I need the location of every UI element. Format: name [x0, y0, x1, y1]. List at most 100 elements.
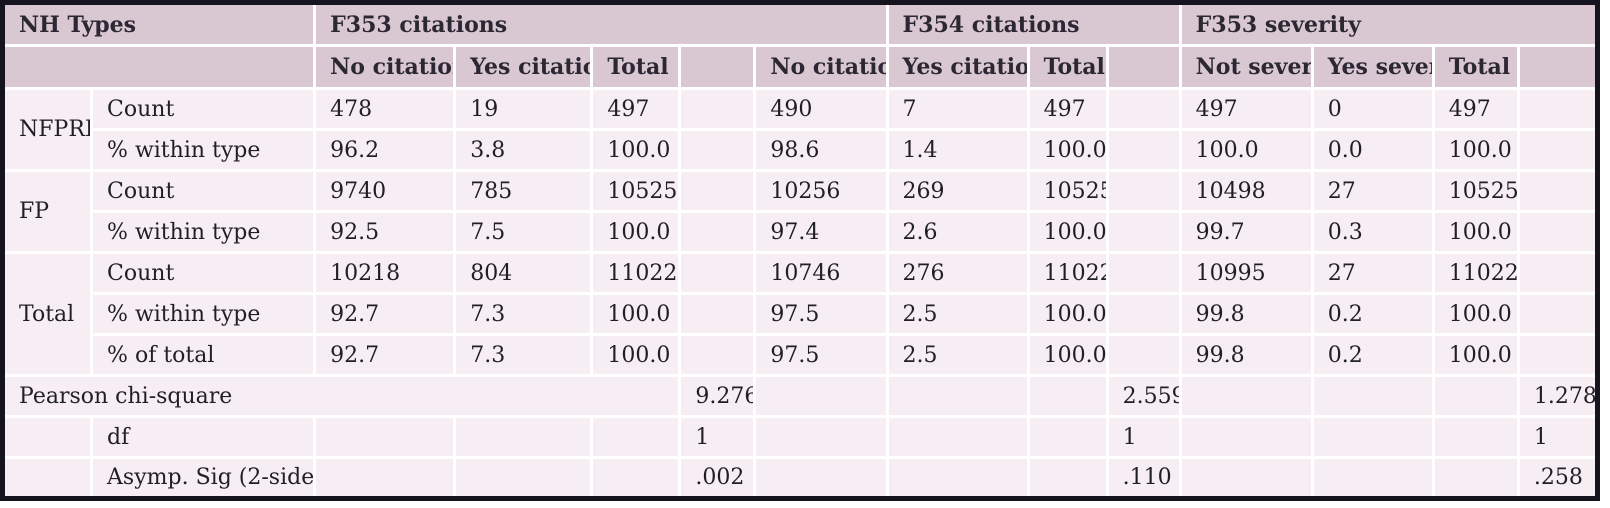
gap-cell: [1516, 128, 1600, 172]
empty-cell: [1310, 456, 1435, 500]
data-cell: 100.0: [1431, 333, 1520, 377]
gap-cell: [1105, 292, 1182, 336]
header-gap-cell: [1516, 44, 1600, 90]
data-cell: 100.0: [1431, 210, 1520, 254]
data-cell: 11022: [590, 251, 682, 295]
data-cell: 0.2: [1310, 292, 1435, 336]
empty-cell: [1310, 415, 1435, 459]
empty-cell: [590, 456, 682, 500]
row-group-label: NFPRB: [0, 87, 94, 172]
gap-cell: [678, 210, 757, 254]
column-header-severity-not-severe: Not severe: [1178, 44, 1314, 90]
column-header-row: No citation Yes citation Total No citati…: [0, 44, 1600, 90]
column-header-severity-total: Total: [1431, 44, 1520, 90]
empty-cell: [1178, 374, 1314, 418]
data-cell: 100.0: [590, 333, 682, 377]
stat-label: % within type: [90, 128, 317, 172]
data-cell: 276: [885, 251, 1030, 295]
gap-cell: [1516, 87, 1600, 131]
header-gap-cell: [1105, 44, 1182, 90]
group-header-f353-citations: F353 citations: [313, 1, 889, 47]
empty-cell: [1026, 374, 1109, 418]
stat-row-label: Pearson chi-square: [0, 374, 682, 418]
stat-label: % within type: [90, 292, 317, 336]
gap-cell: [678, 128, 757, 172]
empty-header-cell: [0, 44, 317, 90]
data-cell: 98.6: [753, 128, 889, 172]
column-header-f353-yes-citation: Yes citation: [453, 44, 594, 90]
stat-value-cell: 1: [1516, 415, 1600, 459]
data-cell: 10525: [590, 169, 682, 213]
table-row-nfprb-pct: % within type 96.2 3.8 100.0 98.6 1.4 10…: [3, 128, 1600, 172]
corner-header-nh-types: NH Types: [0, 1, 317, 47]
gap-cell: [678, 87, 757, 131]
data-cell: 0.2: [1310, 333, 1435, 377]
table-row-fp-pct: % within type 92.5 7.5 100.0 97.4 2.6 10…: [3, 210, 1600, 254]
stat-label: Count: [90, 251, 317, 295]
data-cell: 478: [313, 87, 457, 131]
data-cell: 92.7: [313, 333, 457, 377]
gap-cell: [1516, 169, 1600, 213]
data-cell: 99.7: [1178, 210, 1314, 254]
empty-cell: [753, 374, 889, 418]
data-cell: 92.7: [313, 292, 457, 336]
data-cell: 490: [753, 87, 889, 131]
data-cell: 27: [1310, 169, 1435, 213]
group-header-f354-citations: F354 citations: [885, 1, 1182, 47]
stat-row-label: df: [90, 415, 317, 459]
data-cell: 7.3: [453, 292, 594, 336]
gap-cell: [1516, 251, 1600, 295]
data-cell: 0: [1310, 87, 1435, 131]
empty-cell: [753, 415, 889, 459]
empty-cell: [0, 456, 94, 500]
empty-cell: [1431, 374, 1520, 418]
gap-cell: [1105, 251, 1182, 295]
empty-cell: [1178, 456, 1314, 500]
column-header-f353-no-citation: No citation: [313, 44, 457, 90]
data-cell: 100.0: [590, 128, 682, 172]
stat-value-cell: 1.278: [1516, 374, 1600, 418]
data-cell: 269: [885, 169, 1030, 213]
data-cell: 19: [453, 87, 594, 131]
empty-cell: [0, 415, 94, 459]
data-cell: 10498: [1178, 169, 1314, 213]
data-cell: 11022: [1431, 251, 1520, 295]
column-header-f354-yes-citation: Yes citation: [885, 44, 1030, 90]
data-cell: 27: [1310, 251, 1435, 295]
table-row-fp-count: FP Count 9740 785 10525 10256 269 10525 …: [0, 169, 1600, 254]
data-cell: 100.0: [1026, 333, 1109, 377]
data-cell: 7.3: [453, 333, 594, 377]
data-cell: 497: [1431, 87, 1520, 131]
empty-cell: [1026, 456, 1109, 500]
data-cell: 10746: [753, 251, 889, 295]
data-cell: 497: [1026, 87, 1109, 131]
gap-cell: [678, 251, 757, 295]
data-cell: 96.2: [313, 128, 457, 172]
data-cell: 804: [453, 251, 594, 295]
data-cell: 100.0: [590, 210, 682, 254]
data-cell: 100.0: [1026, 128, 1109, 172]
data-cell: 3.8: [453, 128, 594, 172]
data-cell: 99.8: [1178, 333, 1314, 377]
data-cell: 10525: [1026, 169, 1109, 213]
data-cell: 10218: [313, 251, 457, 295]
data-cell: 100.0: [590, 292, 682, 336]
data-cell: 7: [885, 87, 1030, 131]
gap-cell: [1105, 128, 1182, 172]
stat-label: % of total: [90, 333, 317, 377]
data-cell: 100.0: [1178, 128, 1314, 172]
empty-cell: [885, 456, 1030, 500]
empty-cell: [1178, 415, 1314, 459]
data-cell: 11022: [1026, 251, 1109, 295]
gap-cell: [1516, 292, 1600, 336]
empty-cell: [1310, 374, 1435, 418]
data-cell: 100.0: [1026, 210, 1109, 254]
data-cell: 497: [1178, 87, 1314, 131]
data-cell: 100.0: [1431, 292, 1520, 336]
data-cell: 100.0: [1431, 128, 1520, 172]
row-group-label: FP: [0, 169, 94, 254]
data-cell: 100.0: [1026, 292, 1109, 336]
empty-cell: [753, 456, 889, 500]
group-header-row: NH Types F353 citations F354 citations F…: [0, 1, 1600, 47]
